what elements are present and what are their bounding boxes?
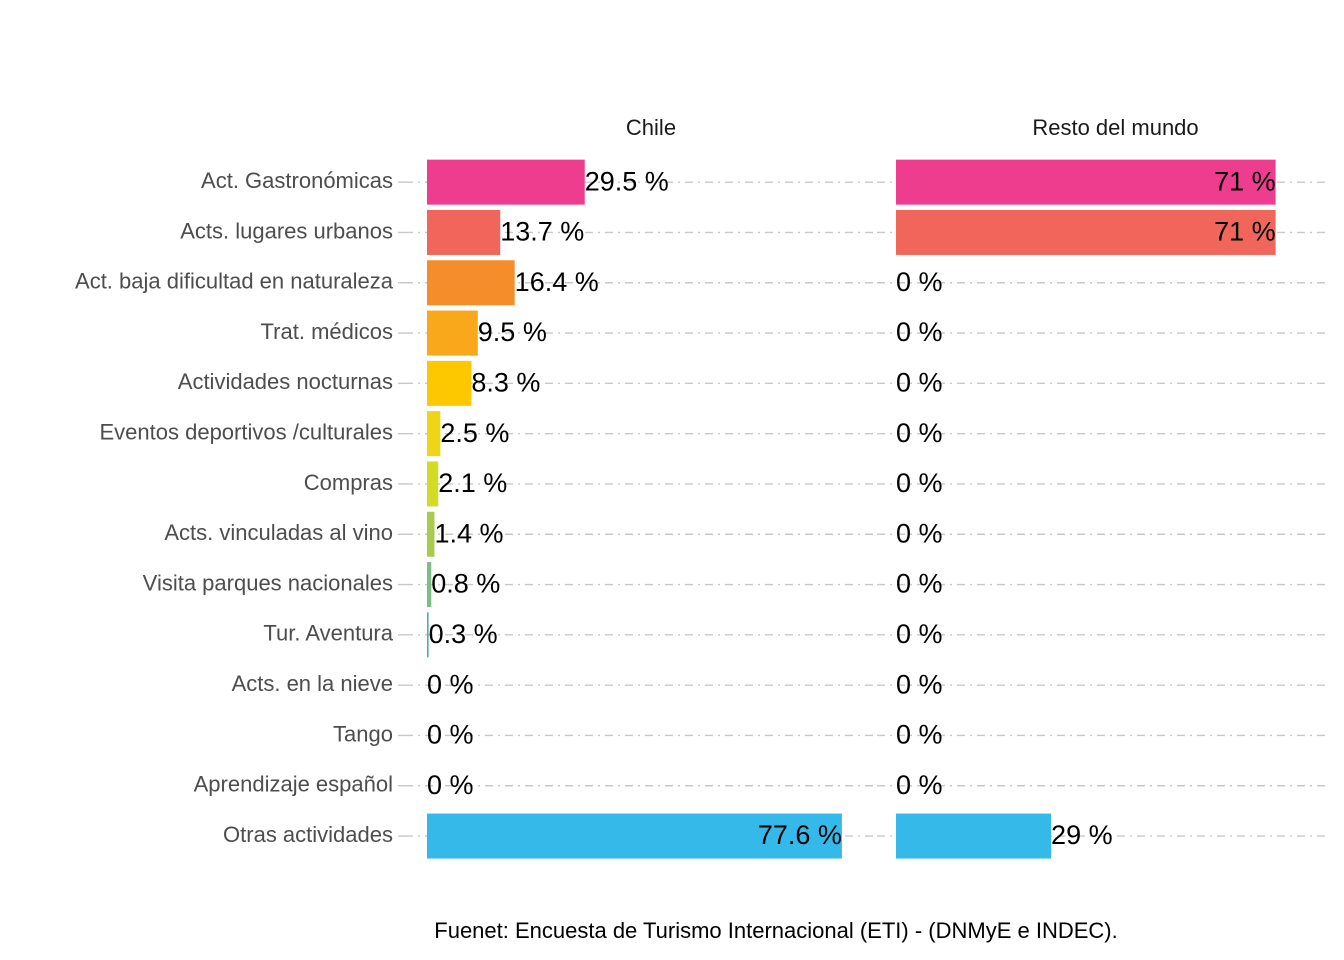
bar: [427, 360, 472, 406]
bar: [427, 511, 435, 557]
y-tick-label: Eventos deportivos /culturales: [100, 419, 394, 444]
value-label: 16.4 %: [515, 267, 599, 297]
value-label: 0 %: [896, 367, 943, 397]
value-label: 0 %: [896, 468, 943, 498]
bar: [427, 209, 501, 255]
y-tick-label: Aprendizaje español: [194, 772, 393, 797]
bar: [427, 159, 585, 205]
y-tick-label: Trat. médicos: [261, 319, 393, 344]
value-label: 71 %: [1214, 166, 1276, 196]
value-label: 71 %: [1214, 217, 1276, 247]
y-tick-label: Acts. lugares urbanos: [180, 218, 393, 243]
value-label: 0 %: [896, 569, 943, 599]
bar: [427, 310, 478, 356]
y-tick-label: Acts. vinculadas al vino: [164, 520, 393, 545]
bar: [896, 813, 1052, 859]
y-tick-label: Otras actividades: [223, 822, 393, 847]
value-label: 29 %: [1051, 820, 1113, 850]
value-label: 2.1 %: [438, 468, 507, 498]
bar: [896, 159, 1276, 205]
y-tick-label: Act. baja dificultad en naturaleza: [75, 269, 394, 294]
value-label: 0 %: [427, 770, 474, 800]
value-label: 0 %: [896, 317, 943, 347]
value-label: 9.5 %: [478, 317, 547, 347]
value-label: 29.5 %: [585, 166, 669, 196]
value-label: 0 %: [896, 518, 943, 548]
bar: [427, 562, 432, 608]
value-label: 0 %: [427, 669, 474, 699]
y-tick-label: Compras: [304, 470, 393, 495]
y-tick-label: Actividades nocturnas: [178, 369, 393, 394]
value-label: 1.4 %: [434, 518, 503, 548]
value-label: 0 %: [896, 669, 943, 699]
bar: [427, 411, 441, 457]
value-label: 77.6 %: [758, 820, 842, 850]
bar: [427, 461, 439, 507]
facet-title: Resto del mundo: [1032, 115, 1198, 140]
value-label: 8.3 %: [471, 367, 540, 397]
value-label: 0 %: [896, 720, 943, 750]
value-label: 0 %: [896, 418, 943, 448]
bar: [427, 260, 515, 306]
bar: [427, 813, 842, 859]
y-tick-label: Tango: [333, 721, 393, 746]
value-label: 0 %: [896, 770, 943, 800]
value-label: 0.8 %: [431, 569, 500, 599]
bar: [427, 612, 429, 658]
facet-title: Chile: [626, 115, 676, 140]
y-tick-label: Visita parques nacionales: [143, 570, 393, 595]
value-label: 0 %: [896, 619, 943, 649]
value-label: 0 %: [896, 267, 943, 297]
y-tick-label: Acts. en la nieve: [232, 671, 393, 696]
y-tick-label: Tur. Aventura: [263, 621, 393, 646]
y-tick-label: Act. Gastronómicas: [201, 168, 393, 193]
value-label: 13.7 %: [500, 217, 584, 247]
bar: [896, 209, 1276, 255]
value-label: 2.5 %: [440, 418, 509, 448]
value-label: 0 %: [427, 720, 474, 750]
value-label: 0.3 %: [429, 619, 498, 649]
caption: Fuenet: Encuesta de Turismo Internaciona…: [434, 918, 1117, 943]
